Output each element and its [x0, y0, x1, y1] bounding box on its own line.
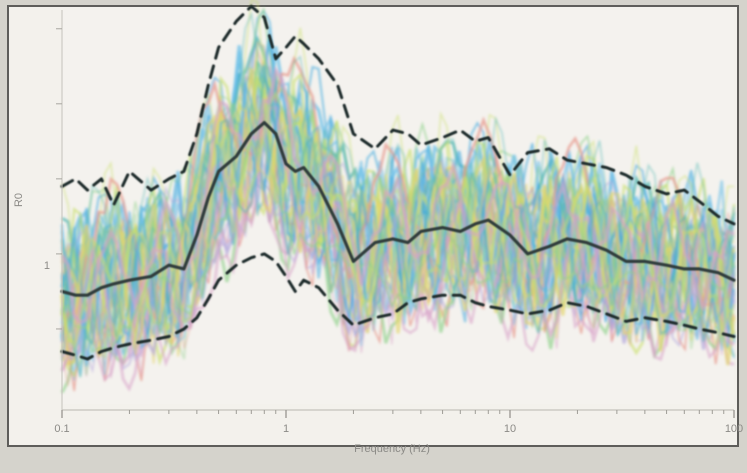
- x-axis-label: Frequency (Hz): [354, 443, 430, 455]
- x-tick-label: 100: [725, 423, 743, 435]
- ensemble-traces: [60, 0, 736, 394]
- upper-bound-line: [60, 4, 736, 226]
- ensemble-trace: [61, 106, 735, 360]
- y-axis-label: R0: [13, 193, 25, 207]
- series-layer: [60, 4, 736, 361]
- lower-bound-line: [60, 252, 736, 361]
- y-tick-label: 1: [44, 260, 50, 272]
- ensemble-trace: [60, 65, 735, 325]
- x-tick-label: 0.1: [54, 423, 69, 435]
- ensemble-trace: [60, 82, 736, 347]
- axes-layer: 0.1 1 10 100 1: [44, 10, 743, 435]
- x-tick-label: 1: [283, 423, 289, 435]
- median-line: [60, 121, 736, 297]
- x-tick-label: 10: [504, 423, 516, 435]
